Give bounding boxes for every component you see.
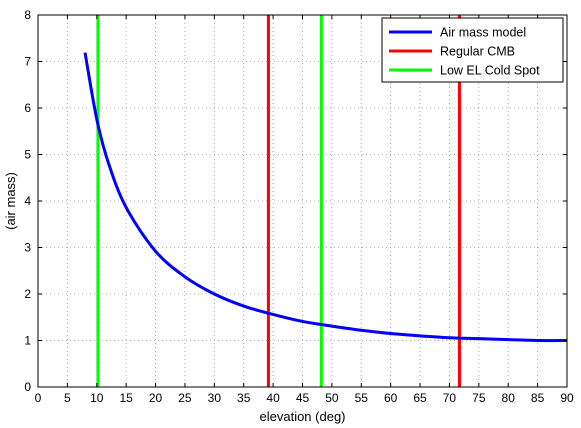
x-tick-label: 15 <box>119 391 133 405</box>
x-tick-label: 5 <box>64 391 71 405</box>
air-mass-model-curve <box>83 52 568 343</box>
x-tick-label: 60 <box>384 391 398 405</box>
curve-layer <box>83 52 568 343</box>
y-tick-label: 4 <box>24 194 31 208</box>
x-tick-label: 25 <box>178 391 192 405</box>
y-tick-label: 7 <box>24 55 31 69</box>
x-tick-label: 85 <box>531 391 545 405</box>
x-tick-label: 45 <box>296 391 310 405</box>
y-tick-label: 8 <box>24 8 31 22</box>
y-tick-label: 6 <box>24 101 31 115</box>
y-tick-label: 3 <box>24 241 31 255</box>
x-tick-label: 10 <box>90 391 104 405</box>
legend-items: Air mass model Regular CMB Low EL Cold Spo… <box>389 26 540 78</box>
x-tick-label: 50 <box>325 391 339 405</box>
x-tick-label: 75 <box>472 391 486 405</box>
y-tick-label: 1 <box>24 334 31 348</box>
x-tick-label: 90 <box>560 391 574 405</box>
legend-label-low-el-cold-spot: Low EL Cold Spot <box>440 64 540 78</box>
x-tick-label: 30 <box>208 391 222 405</box>
x-tick-label: 0 <box>35 391 42 405</box>
x-tick-label: 65 <box>413 391 427 405</box>
x-tick-label: 40 <box>266 391 280 405</box>
x-tick-label: 70 <box>443 391 457 405</box>
y-tick-label: 2 <box>24 287 31 301</box>
legend-label-regular-cmb: Regular CMB <box>440 45 515 59</box>
legend-label-air-mass-model: Air mass model <box>440 26 526 40</box>
x-axis-label: elevation (deg) <box>260 409 346 424</box>
x-tick-label: 55 <box>355 391 369 405</box>
legend: Air mass model Regular CMB Low EL Cold Spo… <box>381 17 564 83</box>
x-tick-label: 20 <box>149 391 163 405</box>
y-tick-label: 5 <box>24 148 31 162</box>
tick-layer: 0 5 10 15 20 25 30 35 40 45 50 55 60 65 70 75 80 85 900123… <box>24 8 574 405</box>
x-tick-label: 80 <box>502 391 516 405</box>
grid-layer <box>38 15 567 387</box>
y-axis-label: (air mass) <box>3 172 18 230</box>
y-tick-label: 0 <box>24 380 31 394</box>
x-tick-label: 35 <box>237 391 251 405</box>
